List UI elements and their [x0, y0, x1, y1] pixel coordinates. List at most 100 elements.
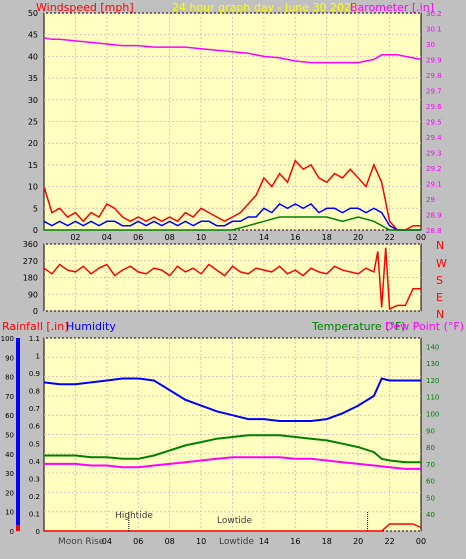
temperature-tick-label: 120 [426, 377, 439, 385]
direction-label-e: E [436, 291, 443, 304]
temperature-tick-label: 50 [426, 494, 435, 502]
temperature-tick-label: 130 [426, 360, 439, 368]
humidity-x-tick-label: 20 [353, 537, 363, 546]
gust-line [43, 203, 421, 231]
temperature-tick-label: 90 [426, 427, 435, 435]
lowtide-label-2: Lowtide [219, 537, 254, 547]
barometer-tick-label: 29.5 [426, 119, 442, 127]
humidity-tick-label: 100 [1, 335, 14, 343]
barometer-tick-label: 29.6 [426, 103, 442, 111]
rain-tick-label: 0.6 [29, 423, 41, 431]
humidity-tick-label: 50 [5, 432, 14, 440]
temperature-tick-label: 60 [426, 478, 435, 486]
humidity-x-tick-label: 00 [416, 537, 426, 546]
grid-lines [44, 12, 421, 532]
humidity-x-tick-label: 14 [259, 537, 269, 546]
direction-label-n-top: N [436, 239, 444, 252]
barometer-tick-label: 30.1 [426, 26, 442, 34]
rainfall-axis-label: Rainfall [.in] [2, 320, 69, 333]
humidity-x-tick-label: 08 [165, 537, 175, 546]
barometer-tick-label: 28.8 [426, 227, 442, 235]
barometer-line [43, 37, 422, 64]
humidity-tick-label: 20 [5, 489, 14, 497]
rain-tick-label: 0.7 [29, 405, 40, 413]
wind-y-tick-label: 15 [28, 161, 38, 170]
humidity-axis-label: Humidity [66, 320, 116, 333]
temperature-tick-label: 70 [426, 461, 435, 469]
windspeed-axis-label: Windspeed [mph] [36, 1, 134, 14]
humidity-x-tick-label: 04 [102, 537, 112, 546]
wind-x-tick-label: 04 [102, 233, 112, 242]
direction-tick-label: 360 [23, 240, 38, 249]
chart-title: 24 hour graph day - June 30 2021 [172, 1, 358, 14]
wind-x-tick-label: 20 [353, 233, 363, 242]
barometer-tick-label: 29.2 [426, 165, 442, 173]
rain-tick-label: 1.1 [29, 335, 40, 343]
windspeed-line [43, 159, 421, 231]
rain-tick-label: 0.9 [29, 370, 40, 378]
humidity-tick-label: 30 [5, 470, 14, 478]
wind-y-tick-label: 0 [33, 226, 38, 235]
humidity-tick-label: 10 [5, 509, 14, 517]
wind-x-tick-label: 00 [416, 233, 426, 242]
barometer-tick-label: 30 [426, 41, 435, 49]
wind-y-tick-label: 50 [28, 9, 38, 18]
wind-y-tick-label: 40 [28, 52, 38, 61]
data-series [43, 37, 422, 532]
dewpoint-axis-label: Dew Point (°F) [385, 320, 464, 333]
barometer-tick-label: 30.2 [426, 10, 442, 18]
temperature-tick-label: 40 [426, 511, 435, 519]
rain-tick-label: 0.1 [29, 510, 40, 518]
direction-label-s: S [436, 274, 443, 287]
direction-tick-label: 180 [23, 274, 38, 283]
wind-x-tick-label: 16 [290, 233, 300, 242]
temperature-tick-label: 80 [426, 444, 435, 452]
humidity-tick-label: 60 [5, 412, 14, 420]
humidity-x-tick-label: 18 [322, 537, 332, 546]
barometer-tick-label: 29.7 [426, 88, 442, 96]
barometer-tick-label: 29.8 [426, 72, 442, 80]
temperature-tick-label: 110 [426, 394, 439, 402]
direction-label-w: W [436, 257, 447, 270]
wind-x-tick-label: 18 [322, 233, 332, 242]
wind-x-tick-label: 06 [133, 233, 143, 242]
dewpoint-line [44, 456, 421, 470]
wind-x-tick-label: 14 [259, 233, 269, 242]
barometer-axis-label: Barometer [.in] [350, 1, 434, 14]
wind-x-tick-label: 02 [70, 233, 80, 242]
direction-line [43, 247, 421, 311]
humidity-x-tick-label: 16 [290, 537, 300, 546]
barometer-tick-label: 29.4 [426, 134, 442, 142]
humidity-tick-label: 40 [5, 451, 14, 459]
rain-scale-mark [16, 525, 20, 531]
barometer-tick-label: 29.1 [426, 181, 442, 189]
humidity-x-tick-label: 10 [196, 537, 206, 546]
humidity-tick-label: 0 [10, 528, 14, 536]
rain-tick-label: 1 [36, 353, 40, 361]
rain-tick-label: 0.2 [29, 493, 40, 501]
wind-y-tick-label: 35 [28, 74, 38, 83]
rain-tick-label: 0.8 [29, 388, 40, 396]
humidity-tick-label: 80 [5, 374, 14, 382]
wind-x-tick-label: 22 [384, 233, 394, 242]
rain-tick-label: 0.4 [29, 458, 41, 466]
humidity-tick-label: 70 [5, 393, 14, 401]
wind-y-tick-label: 10 [28, 183, 38, 192]
humidity-x-tick-label: 22 [384, 537, 394, 546]
wind-x-tick-label: 10 [196, 233, 206, 242]
direction-tick-label: 90 [28, 290, 38, 299]
rainfall-line [44, 523, 422, 532]
rain-tick-label: 0.3 [29, 475, 40, 483]
humidity-x-tick-label: 06 [133, 537, 143, 546]
temperature-tick-label: 100 [426, 411, 439, 419]
average-line [44, 216, 421, 231]
lowtide-label: Lowtide [217, 516, 252, 526]
direction-label-n-bottom: N [436, 308, 444, 321]
direction-tick-label: 270 [23, 257, 38, 266]
barometer-tick-label: 28.9 [426, 212, 442, 220]
direction-tick-label: 0 [33, 307, 38, 316]
temperature-axis-label: Temperature (°F) [311, 320, 406, 333]
